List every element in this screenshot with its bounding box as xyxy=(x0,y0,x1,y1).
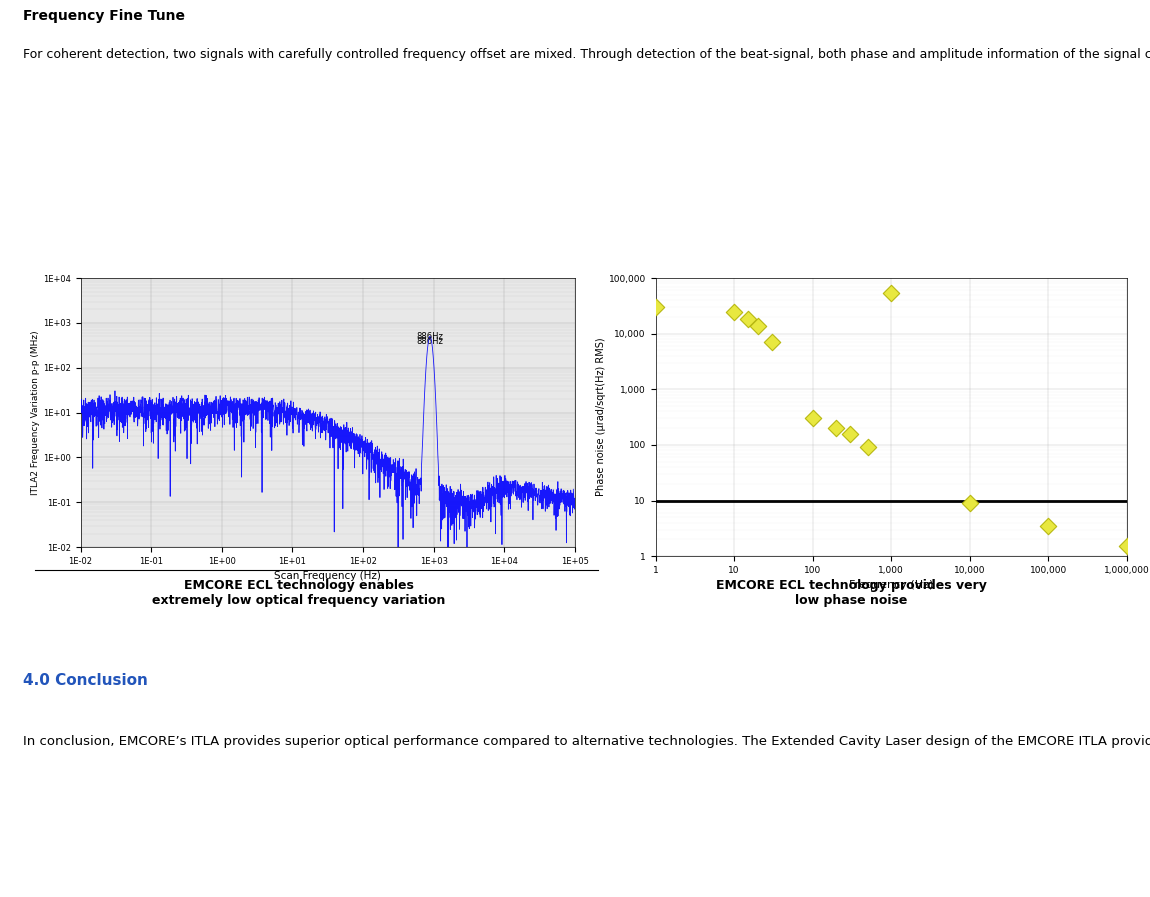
Y-axis label: ITLA2 Frequency Variation p-p (MHz): ITLA2 Frequency Variation p-p (MHz) xyxy=(31,330,40,495)
Point xyxy=(1040,518,1058,533)
Text: EMCORE ECL technology provides very
low phase noise: EMCORE ECL technology provides very low … xyxy=(715,579,987,606)
Text: 4.0 Conclusion: 4.0 Conclusion xyxy=(23,673,148,688)
Point xyxy=(749,318,767,333)
X-axis label: Frequency (Hz): Frequency (Hz) xyxy=(849,580,934,590)
X-axis label: Scan Frequency (Hz): Scan Frequency (Hz) xyxy=(275,571,381,581)
Point xyxy=(724,304,743,318)
Text: 886Hz: 886Hz xyxy=(416,332,444,341)
Text: Frequency Fine Tune: Frequency Fine Tune xyxy=(23,9,185,23)
Text: 886Hz: 886Hz xyxy=(416,337,444,346)
Point xyxy=(804,411,822,425)
Point xyxy=(827,421,845,435)
Y-axis label: Phase noise (µrad/sqrt(Hz) RMS): Phase noise (µrad/sqrt(Hz) RMS) xyxy=(596,338,606,496)
Point xyxy=(646,300,665,314)
Text: In conclusion, EMCORE’s ITLA provides superior optical performance compared to a: In conclusion, EMCORE’s ITLA provides su… xyxy=(23,735,1150,747)
Text: EMCORE ECL technology enables
extremely low optical frequency variation: EMCORE ECL technology enables extremely … xyxy=(152,579,446,606)
Point xyxy=(858,440,876,455)
Point xyxy=(960,496,979,510)
Point xyxy=(841,426,859,440)
Point xyxy=(738,312,757,327)
Point xyxy=(762,335,781,350)
Point xyxy=(1118,539,1136,553)
Text: For coherent detection, two signals with carefully controlled frequency offset a: For coherent detection, two signals with… xyxy=(23,48,1150,61)
Point xyxy=(882,285,900,300)
